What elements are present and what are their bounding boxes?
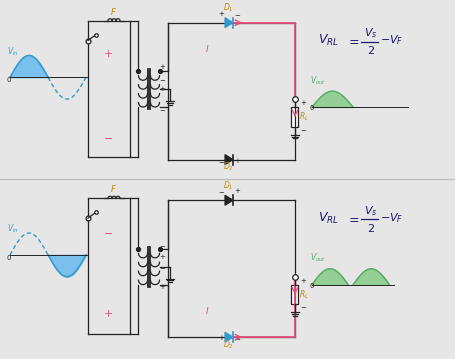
Text: $I$: $I$: [205, 306, 209, 316]
Polygon shape: [224, 332, 233, 342]
Text: $+$: $+$: [159, 281, 166, 290]
Text: $-$: $-$: [299, 126, 307, 132]
Text: $-$: $-$: [103, 227, 113, 237]
Text: $V_{RL}$: $V_{RL}$: [317, 33, 338, 48]
Text: $+$: $+$: [159, 252, 166, 261]
Text: 0: 0: [7, 77, 11, 83]
Polygon shape: [224, 195, 233, 205]
Text: $D_1$: $D_1$: [222, 2, 233, 14]
Text: $- V_F$: $- V_F$: [379, 34, 403, 47]
Text: $V_{out}$: $V_{out}$: [309, 252, 325, 264]
Text: $-$: $-$: [159, 76, 166, 82]
Text: $+$: $+$: [103, 308, 113, 320]
Text: $+$: $+$: [217, 9, 225, 18]
Text: $V_{in}$: $V_{in}$: [7, 223, 19, 235]
Text: $=$: $=$: [345, 211, 359, 225]
Text: $F$: $F$: [109, 183, 116, 194]
Text: $=$: $=$: [345, 34, 359, 47]
Text: $+$: $+$: [217, 333, 225, 342]
Text: 0: 0: [309, 105, 314, 111]
Polygon shape: [224, 155, 233, 164]
Text: $D_1$: $D_1$: [222, 180, 233, 192]
Text: $-$: $-$: [159, 264, 166, 270]
Text: $F$: $F$: [109, 6, 116, 17]
Text: $-$: $-$: [233, 11, 241, 17]
Text: $+$: $+$: [103, 48, 113, 59]
Text: $2$: $2$: [366, 45, 374, 56]
Text: $D_2$: $D_2$: [222, 338, 233, 351]
Text: $V_{out}$: $V_{out}$: [309, 74, 325, 87]
Text: $R_L$: $R_L$: [298, 111, 308, 123]
Text: $- V_F$: $- V_F$: [379, 211, 403, 225]
Text: $R_L$: $R_L$: [298, 289, 308, 301]
Text: 0: 0: [309, 283, 314, 289]
Text: $-$: $-$: [217, 158, 225, 164]
Text: $+$: $+$: [233, 186, 241, 195]
Text: $-$: $-$: [299, 303, 307, 309]
Text: $-$: $-$: [217, 188, 225, 194]
Text: $V_s$: $V_s$: [363, 27, 377, 41]
Text: $V_s$: $V_s$: [363, 204, 377, 218]
Text: $V_{RL}$: $V_{RL}$: [317, 211, 338, 226]
Text: $+$: $+$: [233, 155, 241, 164]
Text: $+$: $+$: [299, 276, 307, 285]
Text: $-$: $-$: [159, 106, 166, 112]
Text: $+$: $+$: [299, 98, 307, 107]
Text: $2$: $2$: [366, 222, 374, 234]
Text: 0: 0: [7, 255, 11, 261]
Bar: [291, 107, 298, 127]
Polygon shape: [224, 18, 233, 28]
Text: $+$: $+$: [159, 62, 166, 71]
Text: $-$: $-$: [159, 242, 166, 248]
Bar: [291, 285, 298, 304]
Text: $+$: $+$: [159, 84, 166, 93]
Text: $-$: $-$: [233, 335, 241, 341]
Text: $-$: $-$: [103, 132, 113, 142]
Text: $D_2$: $D_2$: [222, 160, 233, 173]
Text: $V_{in}$: $V_{in}$: [7, 45, 19, 58]
Text: $I$: $I$: [205, 43, 209, 55]
